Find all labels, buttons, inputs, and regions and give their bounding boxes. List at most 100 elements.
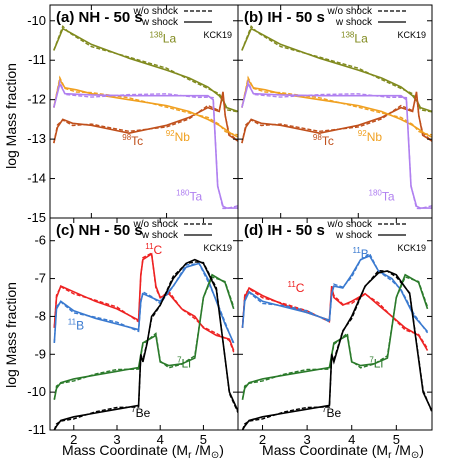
tag-label: KCK19: [397, 243, 426, 253]
annotation-138La: 138La: [341, 30, 368, 45]
tag-label: KCK19: [203, 243, 232, 253]
annotation-11C: 11C: [145, 242, 162, 257]
annotation-mass: 98: [122, 133, 131, 142]
annotation-element: La: [163, 31, 177, 45]
series-98Tc-noshock: [53, 93, 238, 144]
panels-group: -15-14-13-12-11-10 (a) NH - 50 sw/o shock…: [27, 4, 433, 447]
annotation-mass: 98: [313, 133, 322, 142]
ytick-label: -15: [27, 210, 46, 225]
annotation-mass: 11: [145, 242, 154, 251]
annotation-92Nb: 92Nb: [358, 129, 383, 144]
annotation-element: Ta: [189, 189, 202, 203]
xtick-label: 3: [113, 432, 120, 447]
xtick-label: 3: [304, 432, 311, 447]
annotation-mass: 7: [322, 405, 327, 414]
ytick-label: -11: [28, 422, 46, 437]
series-98Tc-shock: [53, 91, 238, 144]
annotation-mass: 11: [68, 318, 77, 327]
xtick-label: 5: [393, 432, 400, 447]
series-180Ta-noshock: [53, 79, 238, 210]
annotation-mass: 138: [341, 30, 355, 39]
series-11B-shock: [241, 254, 429, 333]
annotation-mass: 7: [131, 405, 136, 414]
ytick-label: -9: [34, 346, 46, 361]
annotation-element: Li: [182, 357, 191, 371]
annotation-mass: 92: [358, 129, 367, 138]
annotation-mass: 7: [369, 356, 374, 365]
series-11C-noshock: [241, 287, 429, 349]
annotation-7Be: 7Be: [131, 405, 150, 420]
series-7Be-noshock: [241, 269, 432, 430]
annotation-element: Tc: [131, 134, 143, 148]
annotation-7Li: 7Li: [369, 356, 383, 371]
legend-label: w/o shock: [133, 6, 179, 17]
series-7Be-noshock: [53, 261, 238, 430]
panel-title: (b) IH - 50 s: [244, 9, 325, 26]
annotation-11B: 11B: [352, 246, 368, 261]
annotation-180Ta: 180Ta: [369, 188, 395, 203]
series-180Ta-noshock: [241, 79, 432, 210]
legend-label: w shock: [335, 17, 373, 28]
xlabel-left: Mass Coordinate (Mr /M⊙): [62, 442, 224, 458]
annotation-element: Nb: [367, 130, 383, 144]
annotation-element: La: [354, 31, 368, 45]
annotation-92Nb: 92Nb: [166, 129, 191, 144]
annotation-element: B: [76, 319, 84, 333]
series-11C-noshock: [53, 252, 235, 353]
series-7Li-noshock: [241, 276, 429, 400]
ytick-label: -14: [27, 171, 46, 186]
series-92Nb-noshock: [53, 75, 238, 136]
panel-title: (c) NH - 50 s: [56, 222, 143, 239]
annotation-mass: 180: [176, 188, 190, 197]
annotation-element: Nb: [175, 130, 191, 144]
series-98Tc-shock: [241, 91, 432, 144]
series-180Ta-shock: [53, 81, 238, 209]
annotation-element: C: [296, 281, 305, 295]
annotation-mass: 180: [369, 188, 383, 197]
legend-label: w shock: [141, 17, 179, 28]
tag-label: KCK19: [203, 30, 232, 40]
annotation-element: B: [361, 247, 369, 261]
series-7Li-shock: [241, 273, 429, 400]
ytick-label: -10: [27, 13, 46, 28]
series-92Nb-noshock: [241, 75, 432, 136]
annotation-mass: 7: [177, 356, 182, 365]
annotation-98Tc: 98Tc: [313, 133, 334, 148]
annotation-mass: 138: [149, 30, 163, 39]
series-11C-shock: [53, 252, 235, 351]
legend-label: w/o shock: [327, 6, 373, 17]
xtick-label: 2: [70, 432, 77, 447]
annotation-element: C: [154, 243, 163, 257]
panel-c: -11 -10 -9 -8 -7 -6 2 3 4 5 (c) NH - 50 sw/o shock…: [27, 217, 239, 447]
series-7Li-shock: [53, 273, 235, 400]
ytick-label: -10: [27, 384, 46, 399]
annotation-element: Tc: [322, 134, 334, 148]
annotation-mass: 92: [166, 129, 175, 138]
ytick-label: -8: [34, 308, 46, 323]
annotation-98Tc: 98Tc: [122, 133, 143, 148]
series-7Li-noshock: [53, 276, 235, 400]
ytick-label: -6: [34, 233, 46, 248]
legend-label: w/o shock: [133, 219, 179, 230]
annotation-7Li: 7Li: [177, 356, 191, 371]
panel-a: -15 -14 -13 -12 -11 -10 (a) NH - 50 sw/o shock…: [27, 4, 239, 225]
annotation-11B: 11B: [68, 318, 84, 333]
legend-label: w shock: [141, 230, 179, 241]
ytick-label: -11: [28, 52, 46, 67]
series-98Tc-noshock: [241, 93, 432, 144]
ytick-label: -12: [27, 92, 46, 107]
ytick-label: -13: [27, 131, 46, 146]
ytick-label: -7: [34, 271, 46, 286]
annotation-element: Ta: [382, 189, 395, 203]
series-11B-noshock: [241, 252, 429, 334]
annotation-element: Li: [374, 357, 383, 371]
panel-title: (d) IH - 50 s: [244, 222, 325, 239]
tag-label: KCK19: [397, 30, 426, 40]
annotation-11C: 11C: [287, 280, 304, 295]
legend-label: w shock: [335, 230, 373, 241]
ylabel-bottom: log Mass fraction: [3, 282, 19, 388]
annotation-7Be: 7Be: [322, 405, 341, 420]
